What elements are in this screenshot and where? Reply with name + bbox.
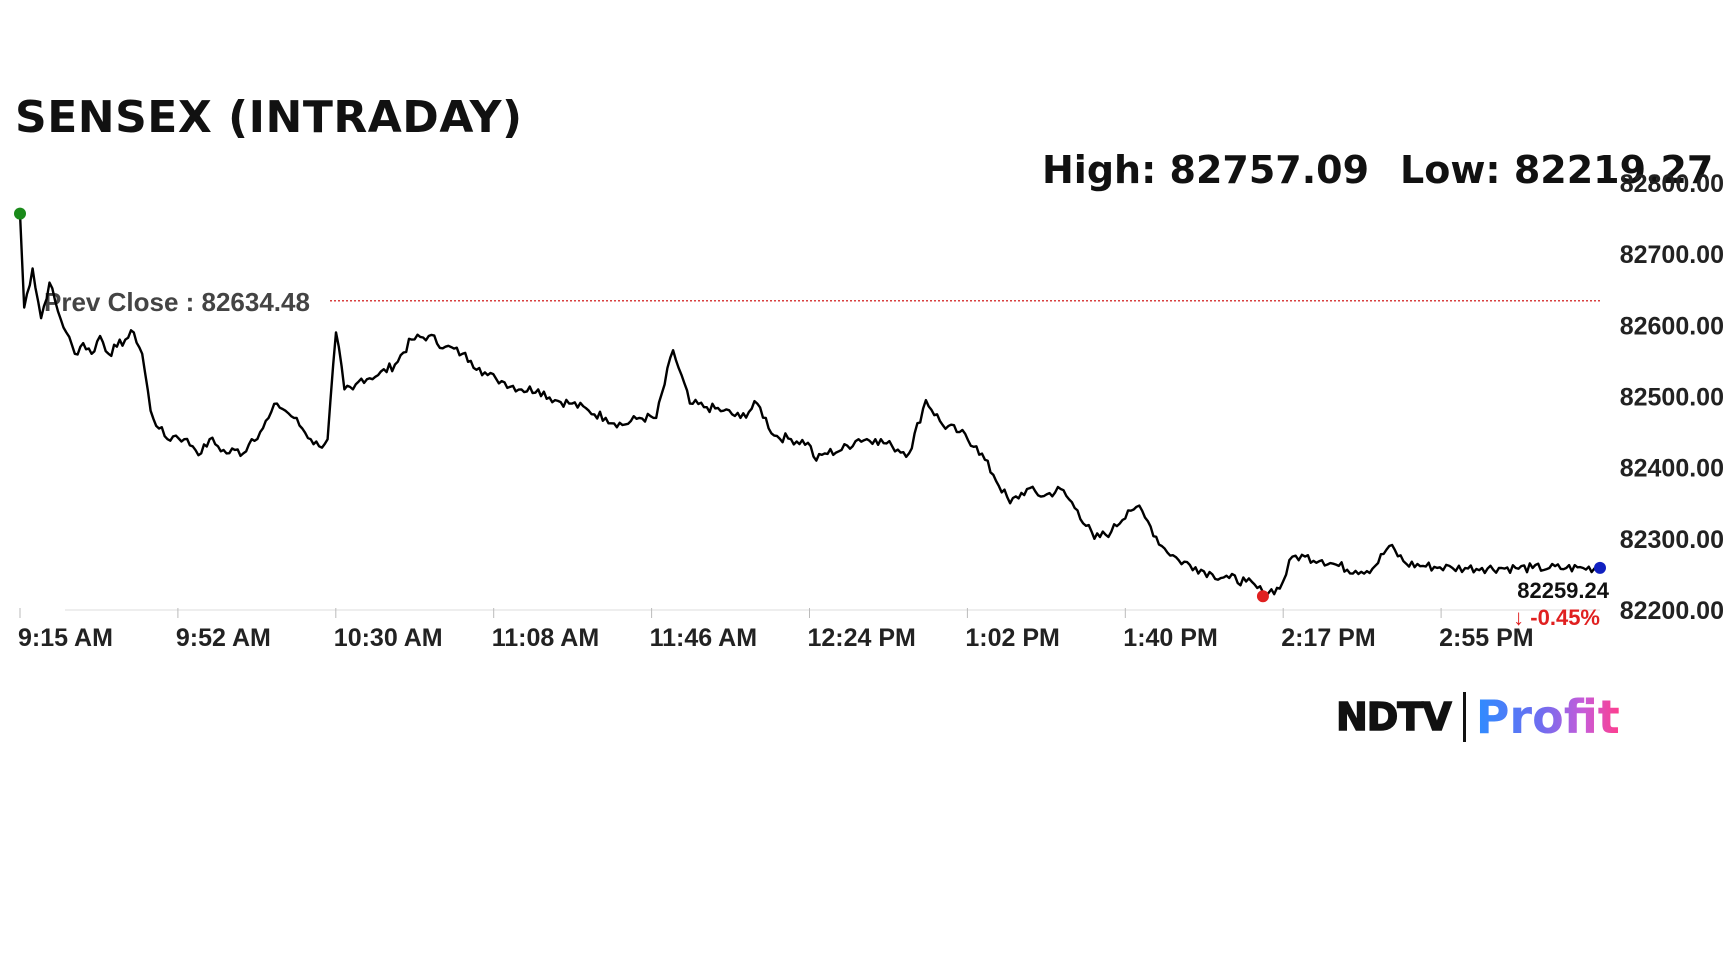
ndtv-profit-logo: NDTV Profit (1335, 690, 1620, 744)
chart-title: SENSEX (INTRADAY) (15, 92, 523, 143)
last-price-marker (1594, 561, 1606, 574)
x-tick-label: 9:52 AM (176, 624, 271, 652)
y-tick-label: 82500.00 (1620, 384, 1724, 412)
logo-divider (1462, 692, 1466, 742)
x-tick-label: 11:08 AM (492, 624, 599, 652)
open-high-marker (14, 207, 26, 220)
x-tick-label: 1:02 PM (965, 624, 1059, 652)
y-tick-label: 82800.00 (1620, 170, 1724, 198)
high-value-label: High: 82757.09 (1042, 148, 1370, 192)
low-value-label: Low: 82219.27 (1400, 148, 1714, 192)
y-tick-label: 82600.00 (1620, 312, 1724, 340)
x-tick-label: 12:24 PM (808, 624, 916, 652)
prev-close-label: Prev Close : 82634.48 (44, 287, 310, 317)
profit-logo-text: Profit (1475, 690, 1620, 744)
x-tick-label: 1:40 PM (1123, 624, 1217, 652)
day-low-marker (1256, 590, 1269, 603)
y-tick-label: 82700.00 (1620, 241, 1724, 269)
y-tick-label: 82200.00 (1620, 597, 1724, 625)
x-tick-label: 11:46 AM (650, 624, 757, 652)
x-tick-label: 2:55 PM (1439, 624, 1533, 652)
change-percent-label: ↓ -0.45% (1513, 605, 1600, 630)
y-tick-label: 82300.00 (1620, 526, 1724, 554)
ndtv-logo-text: NDTV (1335, 694, 1452, 740)
x-tick-label: 10:30 AM (334, 624, 443, 652)
x-tick-label: 2:17 PM (1281, 624, 1375, 652)
sensex-series-line (18, 213, 1601, 598)
x-tick-label: 9:15 AM (18, 624, 113, 652)
last-price-label: 82259.24 (1517, 578, 1610, 603)
y-tick-label: 82400.00 (1620, 455, 1724, 483)
